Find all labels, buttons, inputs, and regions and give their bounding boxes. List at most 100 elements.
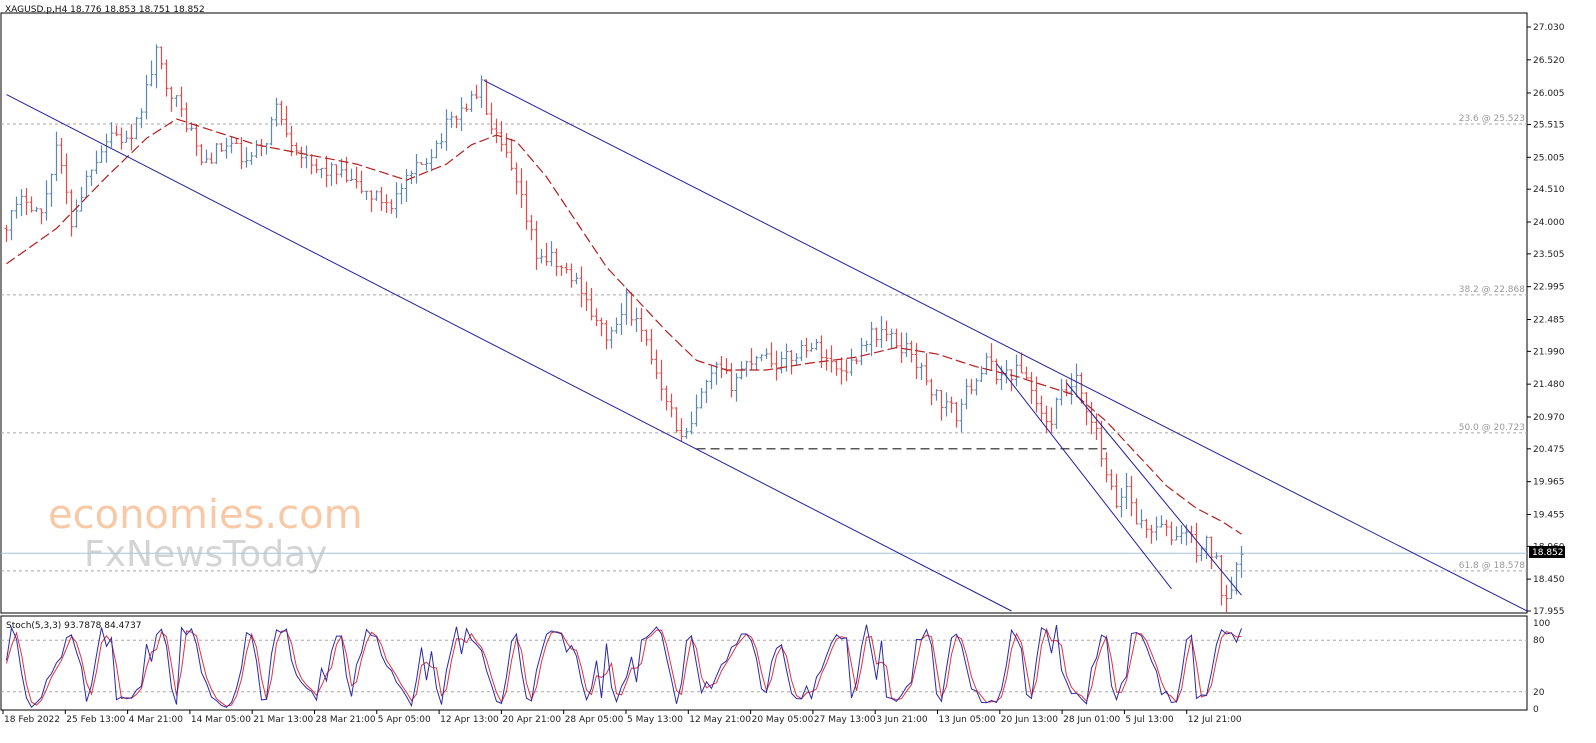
candle (239, 137, 244, 170)
candle (134, 116, 139, 140)
candle (1099, 420, 1104, 467)
time-tick-label: 20 Jun 13:00 (1001, 715, 1058, 725)
candle (934, 389, 939, 401)
time-tick-label: 14 Mar 05:00 (191, 715, 251, 725)
candle (729, 363, 734, 398)
candle (889, 328, 894, 349)
candle (804, 337, 809, 358)
candle (1119, 487, 1124, 518)
candle (424, 158, 429, 171)
stoch-tick-label: 80 (1533, 636, 1545, 646)
time-tick-label: 5 Jul 13:00 (1125, 715, 1174, 725)
candle (59, 137, 64, 174)
stoch-tick-label: 20 (1533, 688, 1545, 698)
candle (179, 86, 184, 118)
price-tick-label: 24.510 (1533, 185, 1565, 195)
price-tick-label: 18.450 (1533, 575, 1565, 585)
time-tick-label: 5 Apr 05:00 (378, 715, 431, 725)
stoch-tick-label: 100 (1533, 619, 1550, 629)
candle (789, 350, 794, 375)
candle (819, 335, 824, 368)
candle (169, 86, 174, 112)
candle (539, 248, 544, 264)
candle (309, 154, 314, 175)
candle (4, 225, 9, 242)
candle (764, 348, 769, 360)
candle (279, 100, 284, 126)
candle (319, 167, 324, 179)
candle (654, 349, 659, 379)
price-tick-label: 21.990 (1533, 347, 1565, 357)
candle (39, 208, 44, 225)
symbol-header: XAGUSD.p,H4 18.776 18.853 18.751 18.852 (5, 5, 205, 15)
candle (594, 308, 599, 327)
candle (64, 153, 69, 205)
candle (114, 125, 119, 137)
candle (849, 348, 854, 376)
watermark-fxnewstoday: FxNewsToday (84, 534, 327, 575)
candle (459, 97, 464, 131)
fib-label-0: 23.6 @ 25.523 (1459, 114, 1525, 124)
candle (1049, 407, 1054, 433)
candle (1164, 519, 1169, 537)
price-tick-label: 20.475 (1533, 445, 1565, 455)
candle (734, 373, 739, 402)
candle (599, 317, 604, 337)
candle (924, 353, 929, 386)
candle (1024, 366, 1029, 380)
candle (1079, 372, 1084, 404)
candle (649, 328, 654, 365)
candle (969, 378, 974, 395)
candle (864, 340, 869, 352)
lower-channel-line (6, 94, 1012, 612)
candle (274, 97, 279, 127)
candle (439, 133, 444, 149)
candle (959, 398, 964, 433)
candle (89, 169, 94, 186)
price-tick-label: 25.005 (1533, 153, 1565, 163)
candle (1004, 359, 1009, 384)
price-tick-label: 20.970 (1533, 413, 1565, 423)
candle (494, 118, 499, 144)
time-tick-label: 12 Apr 13:00 (440, 715, 499, 725)
time-tick-label: 18 Feb 2022 (4, 715, 60, 725)
candle (619, 303, 624, 336)
price-tick-label: 21.480 (1533, 380, 1565, 390)
candle (754, 355, 759, 370)
candle (194, 123, 199, 157)
candle (284, 105, 289, 138)
candle (1219, 555, 1224, 606)
candle (484, 79, 489, 116)
candle (1014, 354, 1019, 387)
fib-label-1: 38.2 @ 22.868 (1459, 285, 1526, 295)
candle (9, 209, 14, 241)
stoch-plot-frame (0, 615, 1528, 711)
current-price-tag: 18.852 (1529, 546, 1565, 558)
time-tick-label: 12 May 21:00 (689, 715, 751, 725)
candle (954, 401, 959, 428)
candle (329, 162, 334, 186)
candle (779, 351, 784, 374)
candle (99, 145, 104, 163)
candle (1214, 552, 1219, 560)
candle (579, 266, 584, 308)
candle (1179, 524, 1184, 545)
stoch-axis: 100 80 20 0 (1533, 619, 1550, 715)
time-tick-label: 12 Jul 21:00 (1188, 715, 1242, 725)
candle (154, 44, 159, 89)
candle (419, 162, 424, 165)
candle (774, 350, 779, 381)
fib-label-3: 61.8 @ 18.578 (1459, 561, 1526, 571)
candle (469, 90, 474, 112)
candle (474, 84, 479, 100)
upper-channel-line (483, 79, 1528, 612)
candle (624, 287, 629, 325)
candle (384, 194, 389, 213)
candle (504, 133, 509, 158)
candle (684, 427, 689, 439)
candle (139, 108, 144, 129)
candle (874, 327, 879, 348)
candle (1159, 515, 1164, 528)
candle (944, 392, 949, 417)
candle (904, 332, 909, 358)
